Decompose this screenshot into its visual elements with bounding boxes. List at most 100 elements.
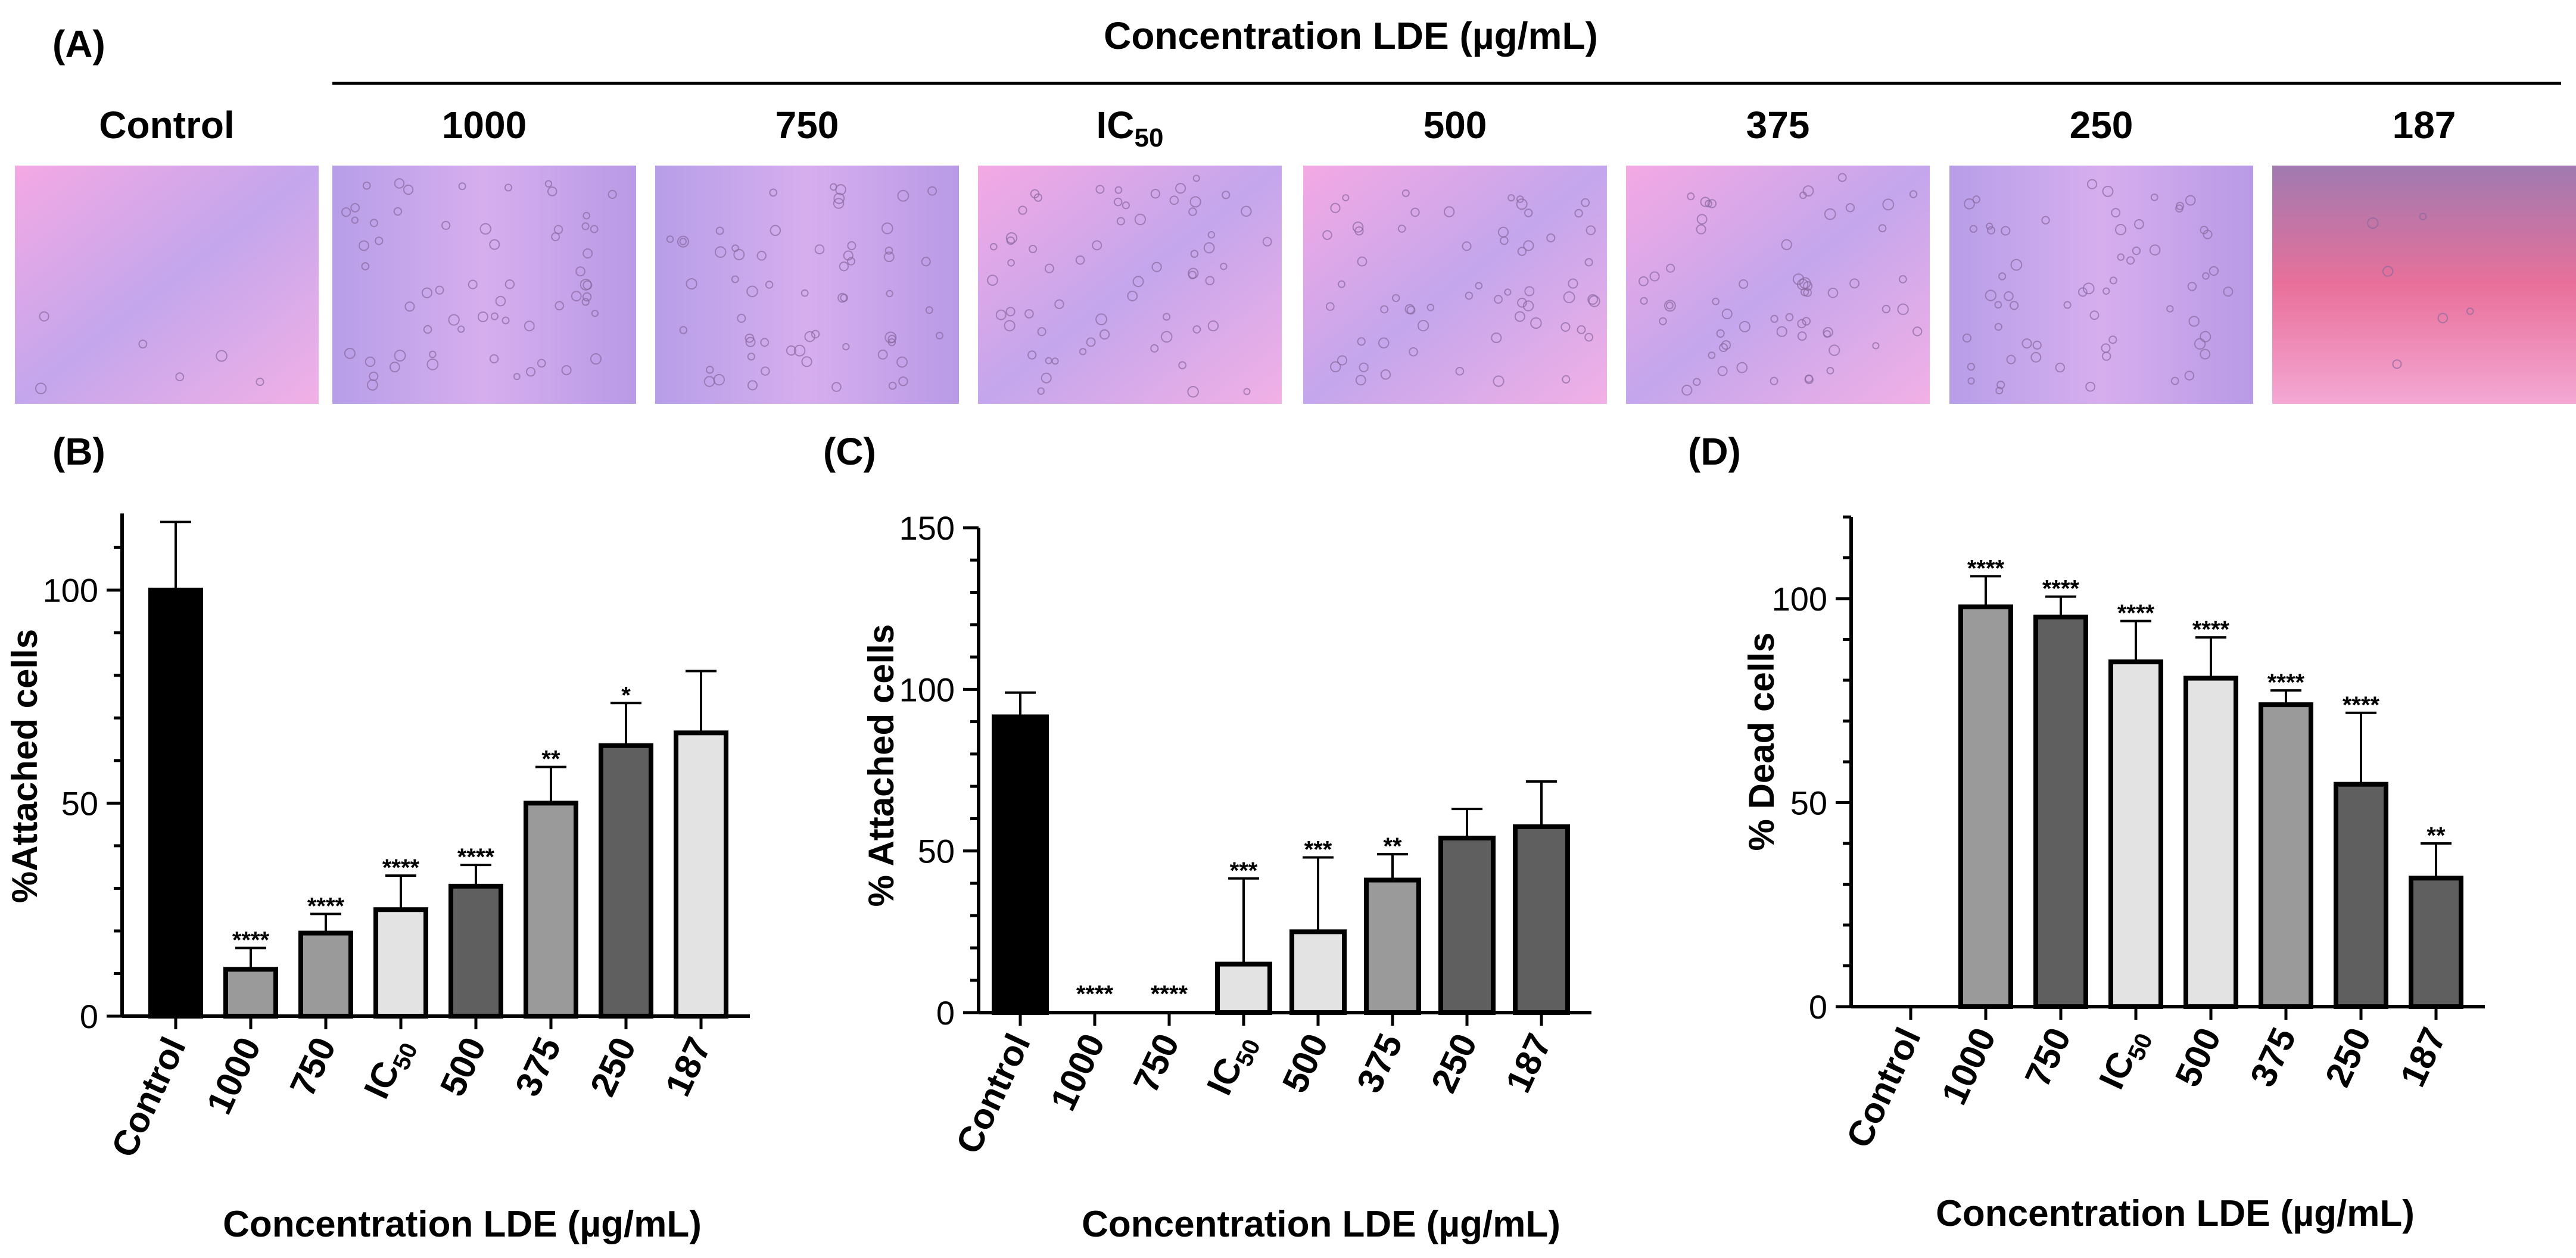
x-tick-label: 375 (1349, 1027, 1410, 1098)
micrograph-cell (883, 251, 895, 263)
micrograph-cell (1045, 357, 1052, 365)
micrograph-cell (1355, 375, 1366, 386)
micrograph-cell (884, 246, 893, 255)
micrograph-cell (1207, 231, 1216, 239)
significance-marker: **** (2117, 600, 2155, 627)
micrograph-cell (731, 275, 739, 284)
micrograph-cell (2006, 354, 2016, 365)
micrograph-cell (524, 320, 535, 332)
micrograph-cell (404, 301, 415, 312)
panel-d-label: (D) (1688, 430, 1741, 473)
micrograph-cell (1205, 276, 1215, 286)
micrograph-cell (1560, 322, 1571, 332)
micrograph-cell (1322, 230, 1332, 240)
x-tick-label: 375 (507, 1031, 569, 1102)
micrograph-cell (537, 359, 546, 368)
micrograph-cell (1092, 240, 1102, 251)
micrograph-cell (1967, 363, 1975, 371)
micrograph-cell (1824, 208, 1836, 220)
micrograph-image (655, 166, 959, 404)
micrograph-label: 1000 (442, 104, 527, 147)
micrograph-cell (833, 198, 845, 209)
micrograph-cell (256, 378, 264, 387)
micrograph-cell (361, 262, 370, 270)
micrograph-cell (583, 280, 593, 290)
micrograph-cell (1826, 366, 1834, 375)
micrograph-cell (403, 184, 414, 195)
micrograph-cell (39, 311, 49, 322)
micrograph-cell (1687, 192, 1695, 201)
micrograph-cell (715, 226, 724, 235)
bar (599, 743, 653, 1019)
micrograph-cell (1005, 232, 1018, 244)
micrograph-cell (428, 350, 437, 359)
x-axis-label: Concentration LDE (µg/mL) (1936, 1193, 2415, 1234)
micrograph-cell (2032, 340, 2042, 350)
micrograph-cell (1188, 207, 1197, 216)
micrograph-cell (1357, 256, 1368, 267)
micrograph-cell (2082, 282, 2095, 295)
x-axis-label: Concentration LDE (µg/mL) (223, 1204, 702, 1245)
micrograph-cell (2437, 313, 2449, 323)
micrograph-cell (1581, 198, 1590, 207)
micrograph-cell (1649, 271, 1660, 282)
micrograph-image (2272, 166, 2576, 404)
micrograph-cell (1114, 186, 1123, 194)
x-tick-label: 187 (1498, 1027, 1559, 1098)
micrograph-image (978, 166, 1282, 404)
x-tick-label: Control (1839, 1022, 1929, 1154)
micrograph-cell (479, 223, 491, 235)
micrograph-cell (2200, 331, 2211, 342)
micrograph-cell (990, 242, 998, 251)
x-tick-label: Control (104, 1031, 194, 1163)
chart-c: 0 50 100 150 % Attached cells Concentration L… (861, 509, 1591, 1245)
micrograph-cell (1517, 297, 1527, 308)
micrograph-cell (1568, 278, 1578, 289)
micrograph-cell (555, 301, 565, 311)
micrograph-cell (1443, 206, 1455, 217)
micrograph-cell (365, 356, 376, 368)
x-tick-label: 250 (1424, 1027, 1485, 1098)
micrograph-cell (1800, 288, 1809, 297)
y-axis-label: %Attached cells (5, 629, 45, 903)
micrograph-cell (1086, 337, 1096, 347)
micrograph-cell (1397, 225, 1406, 233)
micrograph-cell (842, 342, 850, 351)
panel-a-label: (A) (52, 23, 105, 66)
micrograph-cell (1797, 331, 1807, 341)
micrograph-cell (389, 362, 400, 373)
micrograph-cell (887, 338, 896, 347)
micrograph-cell (1504, 288, 1512, 296)
micrograph-cell (2021, 338, 2032, 349)
micrograph-cell (1586, 225, 1596, 235)
micrograph-cell (1116, 217, 1125, 226)
micrograph-cell (804, 331, 815, 342)
micrograph-cell (811, 329, 820, 339)
micrograph-cell (2010, 259, 2023, 271)
micrograph-cell (2030, 351, 2042, 363)
panel-b-label: (B) (52, 430, 105, 473)
micrograph-cell (590, 353, 602, 365)
micrograph-cell (1189, 196, 1201, 208)
bar (1364, 877, 1421, 1016)
micrograph-cell (2170, 376, 2179, 385)
micrograph-cell (2419, 213, 2427, 220)
panel-a: (A) Concentration LDE (µg/mL) Control 100… (15, 14, 2576, 404)
micrograph-cell (575, 266, 585, 277)
micrograph-label-text: 750 (775, 104, 839, 147)
micrograph-cell (1095, 185, 1105, 194)
micrograph-cell (2117, 253, 2125, 261)
significance-marker: **** (1967, 555, 2005, 581)
micrograph-cell (581, 222, 590, 231)
x-tick-label: 500 (2167, 1022, 2229, 1092)
micrograph-cell (706, 366, 714, 374)
micrograph-cell (839, 261, 849, 272)
micrograph-cell (1401, 189, 1410, 197)
micrograph-cell (1829, 344, 1840, 356)
micrograph-cell (1882, 304, 1890, 314)
micrograph-cell (925, 306, 933, 314)
micrograph-cell (138, 340, 148, 349)
micrograph-label-text: 500 (1424, 104, 1487, 147)
micrograph-cell (881, 222, 893, 235)
y-tick-label: 100 (899, 671, 955, 708)
